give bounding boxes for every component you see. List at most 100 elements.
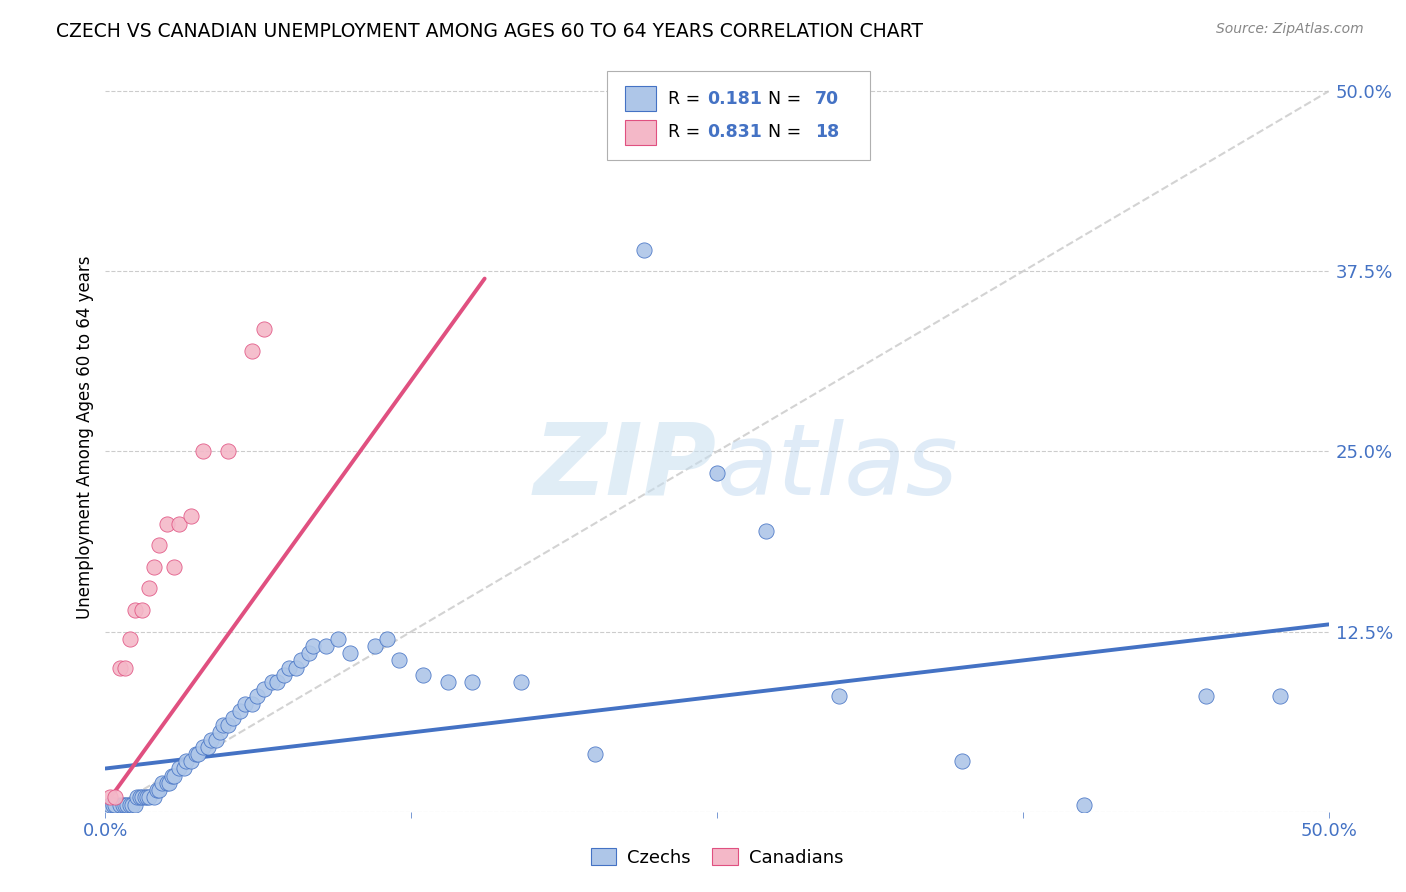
- Point: [101, 797, 124, 812]
- Point: [285, 660, 308, 674]
- Point: [118, 632, 141, 646]
- Point: [138, 582, 160, 596]
- Point: [180, 509, 202, 524]
- Text: N =: N =: [758, 123, 807, 142]
- Point: [240, 697, 263, 711]
- Point: [114, 797, 136, 812]
- Point: [233, 697, 256, 711]
- Point: [108, 797, 131, 812]
- Point: [1195, 690, 1218, 704]
- Point: [375, 632, 398, 646]
- Point: [315, 639, 337, 653]
- Point: [246, 690, 269, 704]
- Point: [828, 690, 851, 704]
- Point: [278, 660, 301, 674]
- Text: 0.181: 0.181: [707, 90, 762, 108]
- Point: [127, 790, 149, 805]
- Point: [253, 322, 276, 336]
- Point: [290, 653, 312, 667]
- Point: [253, 682, 276, 697]
- Point: [156, 516, 179, 531]
- Point: [146, 783, 169, 797]
- Point: [302, 639, 325, 653]
- Point: [98, 790, 121, 805]
- Point: [163, 559, 186, 574]
- Text: CZECH VS CANADIAN UNEMPLOYMENT AMONG AGES 60 TO 64 YEARS CORRELATION CHART: CZECH VS CANADIAN UNEMPLOYMENT AMONG AGE…: [56, 22, 924, 41]
- Point: [388, 653, 411, 667]
- Point: [221, 711, 243, 725]
- Text: R =: R =: [668, 90, 706, 108]
- FancyBboxPatch shape: [607, 71, 870, 160]
- Point: [148, 538, 170, 552]
- Point: [1268, 690, 1291, 704]
- Point: [200, 732, 222, 747]
- Point: [461, 675, 484, 690]
- Point: [363, 639, 385, 653]
- Point: [193, 444, 215, 458]
- Point: [131, 790, 153, 805]
- FancyBboxPatch shape: [626, 120, 655, 145]
- Point: [339, 646, 361, 660]
- FancyBboxPatch shape: [626, 87, 655, 112]
- Point: [156, 776, 179, 790]
- Legend: Czechs, Canadians: Czechs, Canadians: [583, 840, 851, 874]
- Point: [240, 343, 263, 358]
- Text: N =: N =: [758, 90, 807, 108]
- Point: [124, 797, 146, 812]
- Point: [326, 632, 349, 646]
- Point: [143, 790, 166, 805]
- Point: [160, 769, 183, 783]
- Point: [148, 783, 170, 797]
- Point: [217, 718, 239, 732]
- Point: [124, 603, 146, 617]
- Point: [111, 797, 134, 812]
- Point: [143, 559, 166, 574]
- Point: [138, 790, 160, 805]
- Point: [209, 725, 232, 739]
- Point: [193, 739, 215, 754]
- Point: [229, 704, 252, 718]
- Point: [184, 747, 207, 761]
- Point: [437, 675, 460, 690]
- Point: [118, 797, 141, 812]
- Point: [273, 668, 295, 682]
- Point: [755, 524, 778, 538]
- Point: [98, 797, 121, 812]
- Point: [217, 444, 239, 458]
- Point: [117, 797, 139, 812]
- Point: [174, 754, 197, 768]
- Text: atlas: atlas: [717, 418, 959, 516]
- Point: [412, 668, 434, 682]
- Point: [167, 516, 190, 531]
- Text: R =: R =: [668, 123, 706, 142]
- Point: [173, 762, 195, 776]
- Point: [212, 718, 235, 732]
- Point: [583, 747, 606, 761]
- Point: [134, 790, 156, 805]
- Text: 18: 18: [815, 123, 839, 142]
- Point: [260, 675, 283, 690]
- Point: [163, 769, 186, 783]
- Point: [633, 243, 655, 257]
- Point: [121, 797, 143, 812]
- Point: [266, 675, 288, 690]
- Point: [187, 747, 209, 761]
- Point: [108, 660, 131, 674]
- Point: [104, 797, 127, 812]
- Point: [1073, 797, 1095, 812]
- Point: [510, 675, 533, 690]
- Text: ZIP: ZIP: [534, 418, 717, 516]
- Point: [197, 739, 219, 754]
- Point: [136, 790, 159, 805]
- Point: [706, 466, 728, 480]
- Point: [128, 790, 150, 805]
- Point: [180, 754, 202, 768]
- Point: [204, 732, 226, 747]
- Text: 0.831: 0.831: [707, 123, 762, 142]
- Point: [104, 790, 127, 805]
- Text: Source: ZipAtlas.com: Source: ZipAtlas.com: [1216, 22, 1364, 37]
- Point: [114, 660, 136, 674]
- Y-axis label: Unemployment Among Ages 60 to 64 years: Unemployment Among Ages 60 to 64 years: [76, 255, 94, 619]
- Point: [950, 754, 973, 768]
- Point: [131, 603, 153, 617]
